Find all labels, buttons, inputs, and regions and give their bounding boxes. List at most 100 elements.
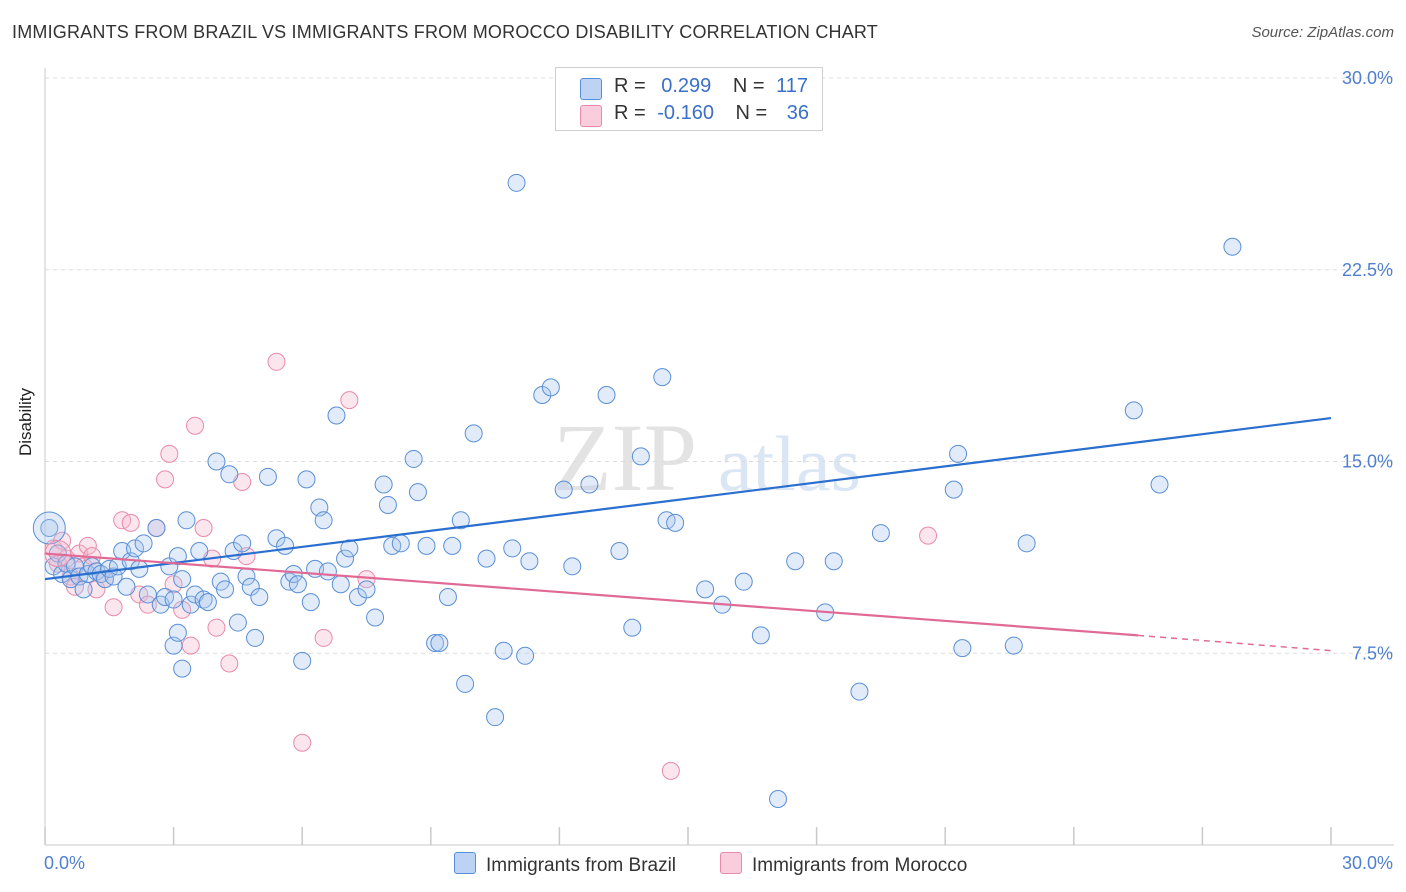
brazil-point xyxy=(220,465,239,484)
brazil-point xyxy=(494,641,513,660)
brazil-point xyxy=(246,628,265,647)
brazil-point xyxy=(391,534,410,553)
legend-item-morocco: Immigrants from Morocco xyxy=(720,852,967,876)
brazil-point xyxy=(610,541,629,560)
brazil-point xyxy=(331,575,350,594)
brazil-point xyxy=(250,588,269,607)
brazil-point xyxy=(408,483,427,502)
morocco-trend-line xyxy=(44,552,1139,637)
brazil-point xyxy=(949,444,968,463)
morocco-point xyxy=(104,598,123,617)
brazil-point xyxy=(507,173,526,192)
y-tick-label: 22.5% xyxy=(1342,260,1393,280)
brazil-point xyxy=(944,480,963,499)
brazil-point xyxy=(1223,237,1242,256)
source-label: Source: ZipAtlas.com xyxy=(1251,24,1394,41)
morocco-point xyxy=(267,352,286,371)
brazil-point xyxy=(301,593,320,612)
brazil-point xyxy=(74,580,93,599)
brazil-point xyxy=(1150,475,1169,494)
morocco-point xyxy=(121,513,140,532)
brazil-n-label: N = xyxy=(732,75,765,97)
morocco-swatch-icon xyxy=(580,105,602,127)
morocco-point xyxy=(919,526,938,545)
x-tick-label: 0.0% xyxy=(44,853,85,873)
morocco-point xyxy=(138,595,157,614)
brazil-point xyxy=(666,513,685,532)
tick-labels: 7.5% 15.0% 22.5% 30.0% 0.0% 30.0% xyxy=(44,68,1393,873)
morocco-trend-extension xyxy=(1138,634,1332,652)
morocco-point xyxy=(181,636,200,655)
brazil-point xyxy=(233,534,252,553)
brazil-point xyxy=(288,575,307,594)
axes xyxy=(44,68,1394,846)
brazil-legend-swatch-icon xyxy=(454,852,476,874)
brazil-point xyxy=(40,518,59,537)
brazil-point xyxy=(374,475,393,494)
brazil-point xyxy=(653,368,672,387)
brazil-point xyxy=(366,608,385,627)
brazil-point xyxy=(314,511,333,530)
brazil-point xyxy=(503,539,522,558)
brazil-point xyxy=(216,580,235,599)
brazil-point xyxy=(297,470,316,489)
morocco-r-value: -0.160 xyxy=(657,102,714,124)
brazil-point xyxy=(580,475,599,494)
watermark-zip: ZIP xyxy=(553,404,697,511)
y-tick-label: 15.0% xyxy=(1342,452,1393,472)
brazil-point xyxy=(1124,401,1143,420)
morocco-n-label: N = xyxy=(735,102,768,124)
brazil-point xyxy=(134,534,153,553)
morocco-point xyxy=(78,536,97,555)
brazil-point xyxy=(554,480,573,499)
brazil-point xyxy=(623,618,642,637)
brazil-point xyxy=(336,549,355,568)
brazil-point xyxy=(357,580,376,599)
brazil-point xyxy=(168,623,187,642)
brazil-point xyxy=(177,511,196,530)
morocco-point xyxy=(164,575,183,594)
brazil-point xyxy=(228,613,247,632)
brazil-point xyxy=(117,577,136,596)
morocco-point xyxy=(340,391,359,410)
morocco-point xyxy=(194,518,213,537)
brazil-point xyxy=(168,547,187,566)
brazil-point xyxy=(258,467,277,486)
brazil-point xyxy=(173,570,192,589)
brazil-point xyxy=(32,511,66,545)
brazil-point xyxy=(769,789,788,808)
brazil-point xyxy=(1004,636,1023,655)
brazil-point xyxy=(597,386,616,405)
grid-lines xyxy=(45,77,1394,654)
brazil-point xyxy=(426,634,445,653)
chart-title: IMMIGRANTS FROM BRAZIL VS IMMIGRANTS FRO… xyxy=(12,22,878,42)
brazil-point xyxy=(293,651,312,670)
brazil-r-value: 0.299 xyxy=(661,75,712,97)
brazil-point xyxy=(751,626,770,645)
brazil-point xyxy=(850,682,869,701)
brazil-point xyxy=(164,590,183,609)
brazil-point xyxy=(563,557,582,576)
brazil-point xyxy=(451,511,470,530)
brazil-point xyxy=(126,539,145,558)
brazil-point xyxy=(477,549,496,568)
brazil-n-value: 117 xyxy=(776,75,809,97)
brazil-point xyxy=(207,452,226,471)
legend-label-morocco: Immigrants from Morocco xyxy=(752,855,968,876)
brazil-point xyxy=(438,588,457,607)
brazil-point xyxy=(696,580,715,599)
morocco-point xyxy=(156,470,175,489)
x-tick-label: 30.0% xyxy=(1342,853,1393,873)
brazil-point xyxy=(404,449,423,468)
watermark-atlas: atlas xyxy=(718,420,861,507)
trend-lines xyxy=(44,416,1332,652)
brazil-point xyxy=(871,524,890,543)
brazil-point xyxy=(276,536,295,555)
brazil-point xyxy=(443,536,462,555)
brazil-point xyxy=(198,593,217,612)
morocco-point xyxy=(314,628,333,647)
y-tick-label: 7.5% xyxy=(1352,643,1393,663)
brazil-point xyxy=(430,634,449,653)
brazil-point xyxy=(953,639,972,658)
